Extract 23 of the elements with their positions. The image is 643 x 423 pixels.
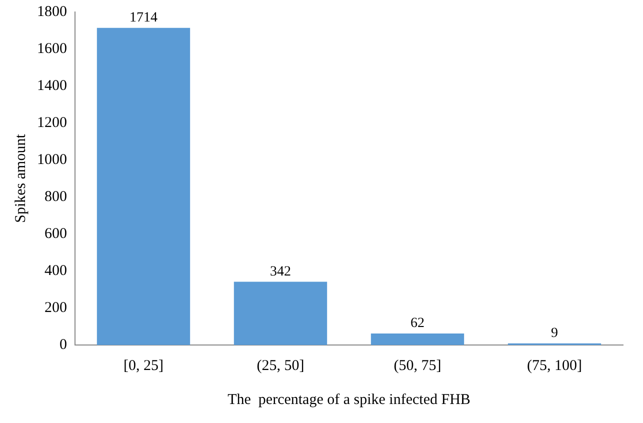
y-axis-title: Spikes amount: [12, 133, 29, 223]
data-label: 1714: [130, 10, 158, 26]
x-tick-label: (50, 75]: [394, 358, 442, 374]
y-tick-label: 200: [44, 300, 67, 316]
data-label: 342: [270, 264, 291, 280]
x-tick-label: [0, 25]: [124, 358, 164, 374]
y-tick-label: 1400: [37, 78, 67, 94]
x-tick-label: (25, 50]: [256, 358, 304, 374]
data-label: 62: [410, 316, 424, 332]
y-tick-label: 1200: [37, 114, 67, 131]
y-tick-label: 1000: [37, 152, 67, 168]
y-tick-label: 1600: [37, 40, 67, 57]
y-tick-label: 0: [60, 336, 67, 353]
bar: [234, 282, 328, 345]
y-tick-label: 600: [44, 226, 67, 242]
y-tick-label: 800: [44, 188, 67, 205]
y-tick-label: 1800: [37, 4, 67, 20]
x-tick-label: (75, 100]: [527, 358, 582, 374]
x-axis-title: The percentage of a spike infected FHB: [228, 392, 470, 408]
y-tick-label: 400: [44, 262, 67, 279]
bar: [370, 334, 464, 345]
data-label: 9: [551, 326, 558, 342]
bar: [96, 28, 190, 345]
